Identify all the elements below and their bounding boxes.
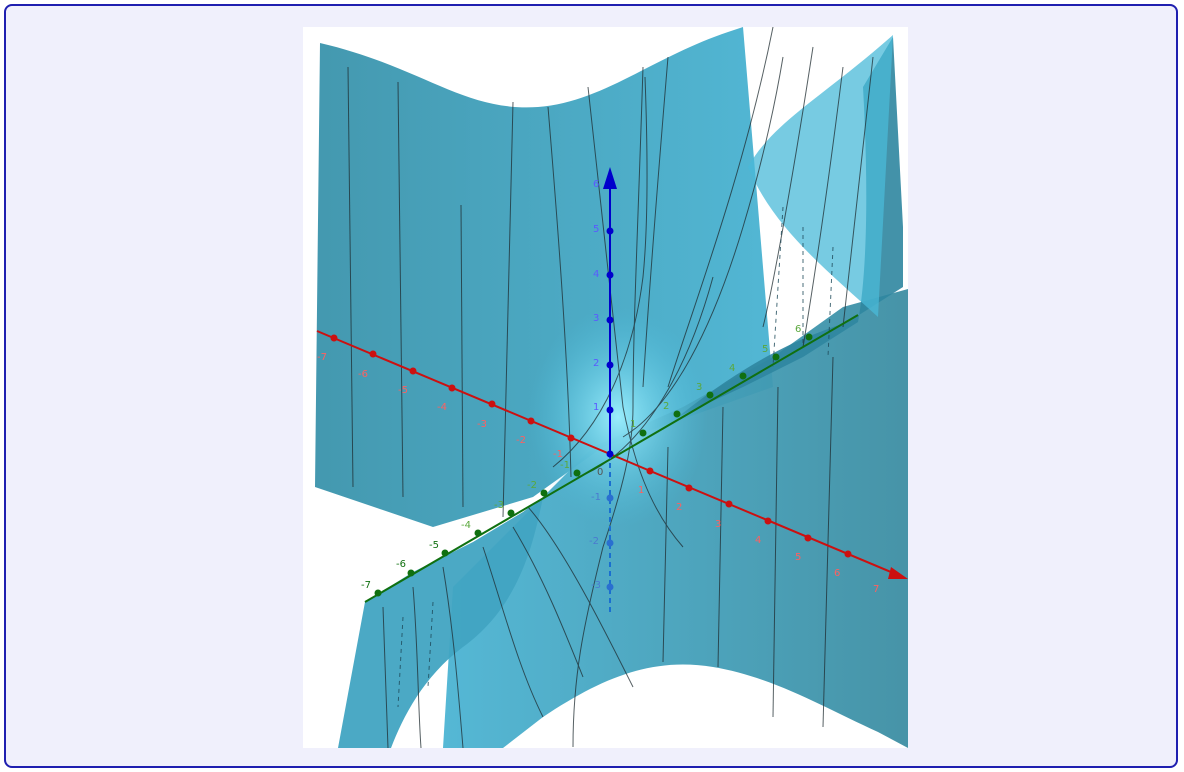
x-tick-label: -3 (477, 419, 487, 430)
x-tick-label: -5 (398, 385, 408, 396)
y-tick-label: 5 (762, 344, 768, 355)
figure-frame: -7 -6 -5 -4 -3 -2 -1 1 2 3 4 5 6 7 (4, 4, 1178, 768)
3d-surface-plot: -7 -6 -5 -4 -3 -2 -1 1 2 3 4 5 6 7 (303, 27, 908, 748)
z-tick-label: 3 (593, 313, 599, 324)
y-tick-label: -1 (560, 460, 570, 471)
y-tick-label: -7 (361, 580, 371, 591)
z-tick-label: 6 (593, 179, 599, 190)
surface-highlight (528, 307, 708, 527)
z-tick-label: -3 (591, 580, 601, 591)
y-tick-label: -4 (461, 520, 471, 531)
y-tick-label: -2 (527, 480, 537, 491)
surface-mesh-lines (347, 27, 874, 748)
x-tick-label: -1 (553, 449, 563, 460)
z-axis: 6 5 4 3 2 1 -1 -2 -3 0 (589, 167, 617, 612)
z-tick-label: -2 (589, 536, 599, 547)
y-tick-label: -5 (429, 540, 439, 551)
origin-label: 0 (597, 467, 603, 478)
x-tick-label: -7 (317, 352, 327, 363)
z-tick-label: 2 (593, 358, 599, 369)
y-tick-label: 1 (630, 419, 636, 430)
y-tick-label: 2 (663, 401, 669, 412)
surface-front-curl (338, 497, 543, 748)
surface-graphic: -7 -6 -5 -4 -3 -2 -1 1 2 3 4 5 6 7 (315, 27, 908, 748)
z-tick-label: 5 (593, 224, 599, 235)
x-tick-label: 1 (638, 485, 644, 496)
x-tick-label: 5 (795, 552, 801, 563)
x-tick-label: 4 (755, 535, 761, 546)
x-tick-label: 3 (715, 519, 721, 530)
x-tick-label: 6 (834, 568, 840, 579)
y-tick-label: 4 (729, 363, 735, 374)
x-tick-label: 2 (676, 502, 682, 513)
y-tick-label: -6 (396, 559, 406, 570)
x-tick-label: -4 (437, 402, 447, 413)
z-tick-label: 4 (593, 269, 599, 280)
x-tick-label: -6 (358, 369, 368, 380)
surface-right-sheet (443, 289, 908, 748)
z-tick-label: -1 (591, 492, 601, 503)
y-tick-label: 3 (696, 382, 702, 393)
y-tick-label: 6 (795, 324, 801, 335)
y-tick-label: -3 (494, 500, 504, 511)
y-axis: -7 -6 -5 -4 -3 -2 -1 1 2 3 4 5 6 (361, 314, 859, 603)
x-tick-label: 7 (873, 584, 879, 595)
x-tick-label: -2 (516, 435, 526, 446)
z-tick-label: 1 (593, 402, 599, 413)
